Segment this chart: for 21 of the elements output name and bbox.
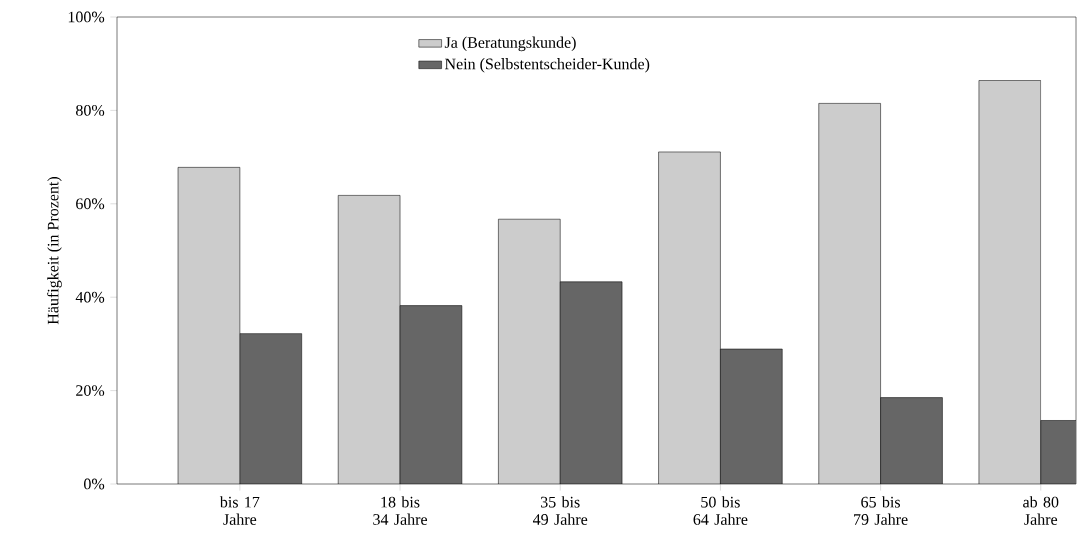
legend-label: Nein (Selbstentscheider-Kunde): [444, 58, 650, 73]
x-tick-label: 65 bis 79 Jahre: [854, 496, 908, 525]
y-tick-label: 40%: [75, 291, 105, 303]
bar: [337, 195, 401, 484]
bar: [658, 151, 721, 484]
y-tick-label: 60%: [76, 198, 105, 210]
y-tick-label: 20%: [76, 385, 105, 397]
x-tick-label: 18 bis 34 Jahre: [373, 496, 428, 525]
bar: [818, 103, 881, 484]
x-tick-label: 35 bis 49 Jahre: [532, 496, 588, 525]
y-tick-label: 100%: [68, 11, 105, 23]
bar: [978, 80, 1042, 484]
y-axis-title: Häufigkeit (in Prozent): [47, 177, 62, 325]
x-tick-label: ab 80 Jahre: [1023, 496, 1059, 525]
y-tick-label: 80%: [76, 104, 105, 116]
legend-label: Ja (Beratungskunde): [444, 36, 576, 52]
bar: [177, 167, 241, 484]
x-tick-label: 50 bis 64 Jahre: [693, 496, 748, 525]
y-tick-label: 0%: [84, 478, 105, 490]
x-tick-label: bis 17 Jahre: [219, 496, 260, 525]
bar: [498, 218, 561, 484]
